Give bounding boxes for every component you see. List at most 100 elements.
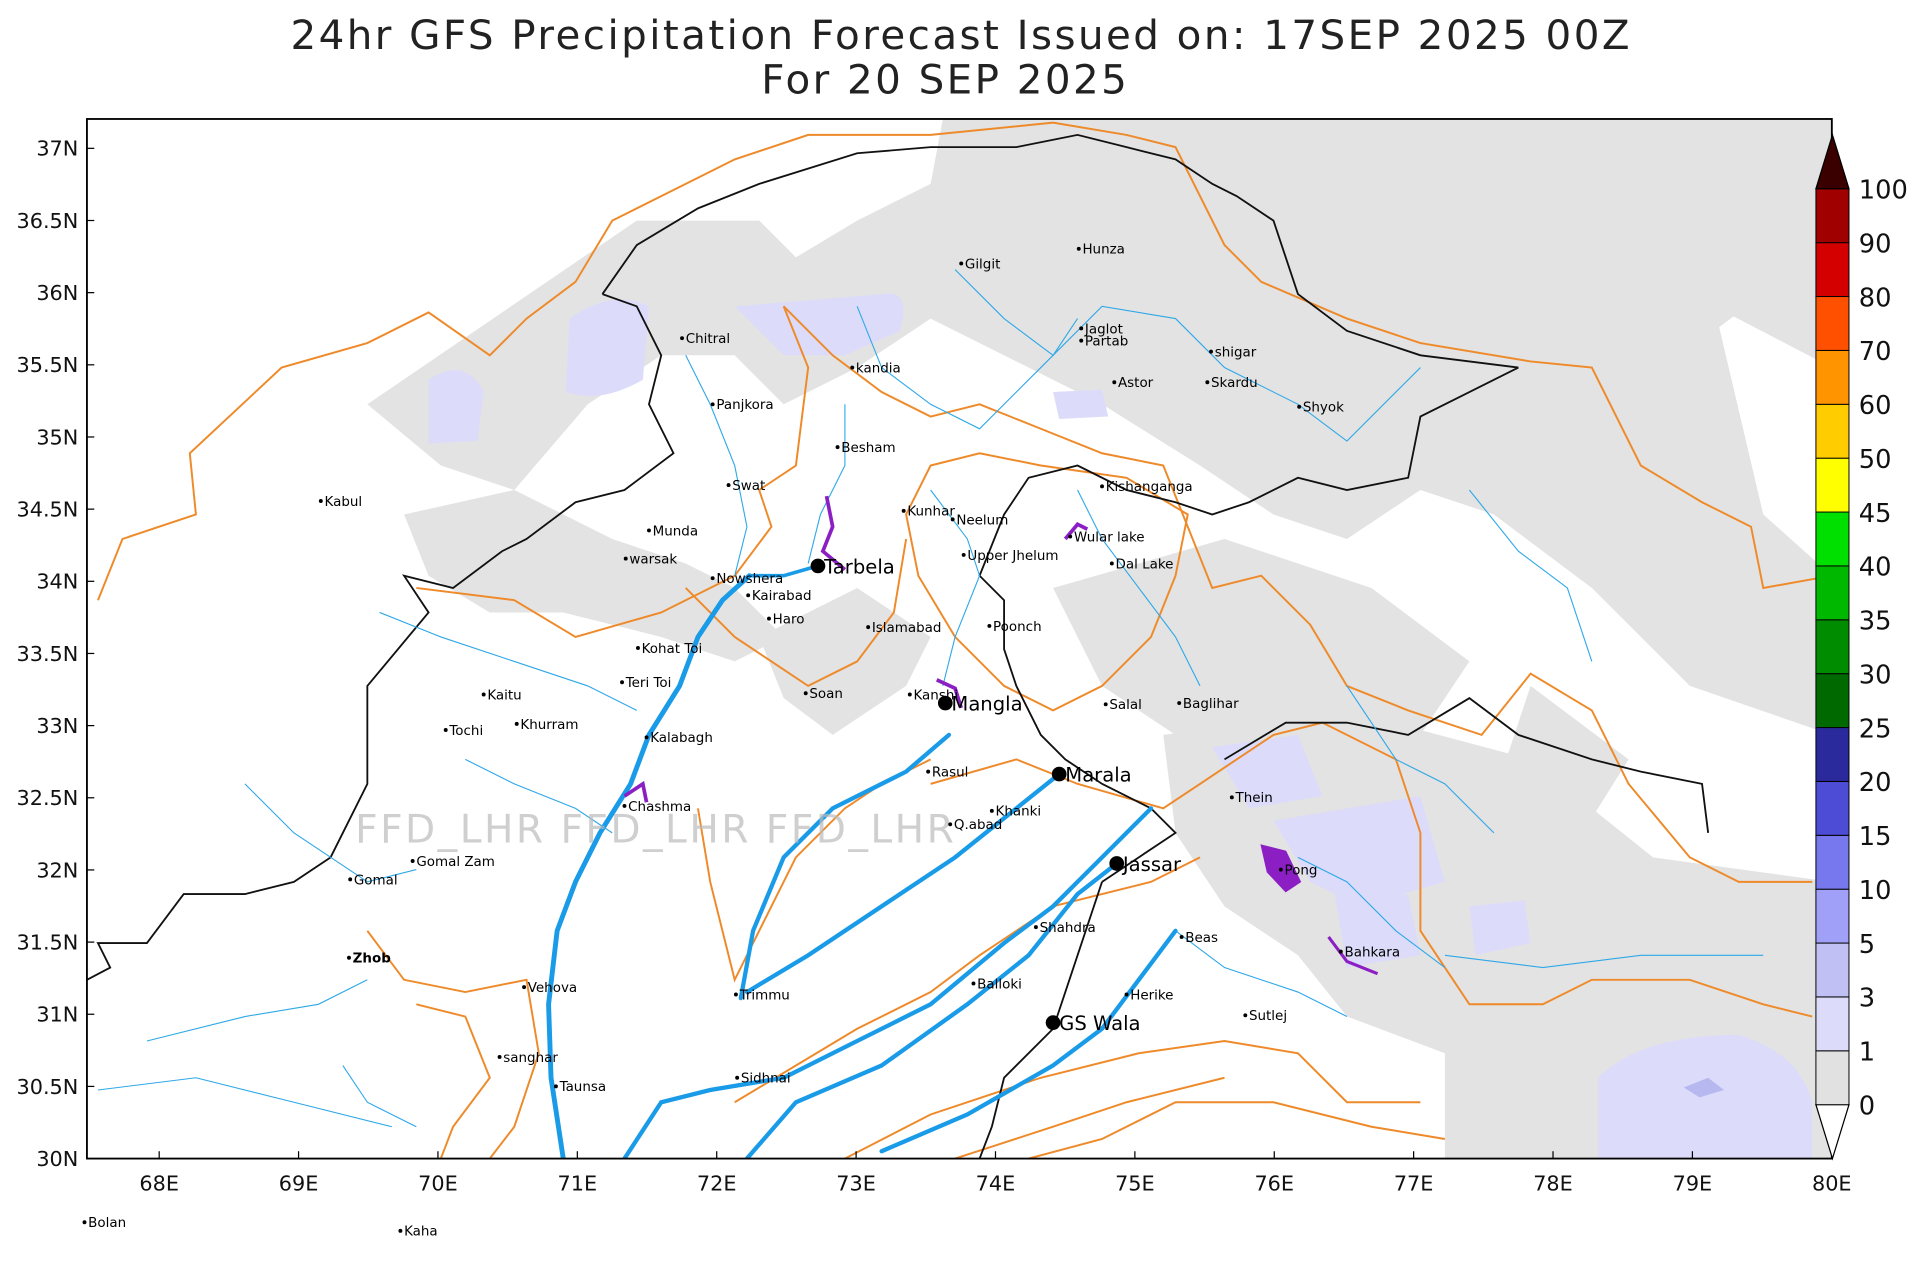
place-dot <box>835 445 840 450</box>
place-label: Trimmu <box>739 988 790 1003</box>
place-label: Kairabad <box>752 589 812 604</box>
place-dot <box>398 1228 403 1233</box>
place-label: Skardu <box>1211 376 1258 391</box>
colorbar-label: 25 <box>1859 714 1892 744</box>
place-dot <box>522 985 527 990</box>
place-dot <box>1068 534 1073 539</box>
place-label: Bahkara <box>1344 946 1400 961</box>
place-label: Pong <box>1284 863 1317 878</box>
lat-label: 34.5N <box>16 497 78 521</box>
place-dot <box>987 623 992 628</box>
lon-label: 77E <box>1394 1171 1434 1195</box>
place-label: Herike <box>1130 988 1173 1003</box>
place-dot <box>926 769 931 774</box>
place-dot <box>622 803 627 808</box>
watermark: FFD_LHR FFD_LHR FFD_LHR <box>355 808 956 853</box>
colorbar-label: 1 <box>1859 1038 1875 1068</box>
colorbar-cell <box>1815 296 1850 351</box>
lon-label: 69E <box>279 1171 319 1195</box>
colorbar-label: 0 <box>1859 1091 1875 1121</box>
zero-precip-area <box>367 118 1832 1159</box>
lon-label: 73E <box>836 1171 876 1195</box>
place-dot <box>710 402 715 407</box>
dam-label: Jassar <box>1121 853 1182 876</box>
place-dot <box>318 499 323 503</box>
place-label: Khurram <box>520 718 578 733</box>
colorbar-label: 70 <box>1859 337 1892 367</box>
place-dot <box>644 735 649 740</box>
place-dot <box>1033 925 1038 930</box>
dam-label: Tarbela <box>823 555 895 578</box>
place-dot <box>726 483 731 488</box>
place-dot <box>961 552 966 557</box>
subtitle: For 20 SEP 2025 <box>761 55 1129 103</box>
colorbar-label: 20 <box>1859 768 1892 798</box>
colorbar-label: 5 <box>1859 930 1875 960</box>
lat-label: 30.5N <box>16 1075 78 1099</box>
colorbar-label: 80 <box>1859 283 1892 313</box>
place-label: Hunza <box>1082 243 1124 258</box>
place-dot <box>959 261 964 266</box>
place-dot <box>481 692 486 697</box>
place-label: Gilgit <box>965 257 1000 272</box>
place-label: Kalabagh <box>650 731 713 746</box>
place-dot <box>746 593 751 598</box>
place-label: Munda <box>653 524 698 539</box>
colorbar-label: 35 <box>1859 607 1892 637</box>
lat-label: 32N <box>36 858 78 882</box>
place-dot <box>907 692 912 697</box>
place-dot <box>623 556 628 561</box>
colorbar-label: 100 <box>1859 176 1908 206</box>
place-dot <box>1112 380 1117 385</box>
place-label: Jaglot <box>1084 322 1123 337</box>
place-label: Nowshera <box>716 572 783 587</box>
title: 24hr GFS Precipitation Forecast Issued o… <box>290 11 1632 59</box>
place-label: Swat <box>732 479 765 494</box>
lat-label: 35.5N <box>16 353 78 377</box>
major-river <box>546 564 1178 1159</box>
colorbar-cell <box>1815 942 1850 998</box>
lat-label: 33N <box>36 714 78 738</box>
place-label: Gomal Zam <box>416 855 495 870</box>
light-precip-area <box>428 293 1813 1159</box>
colorbar-cell <box>1815 403 1850 459</box>
place-dot <box>950 517 955 522</box>
place-label: Neelum <box>956 513 1008 528</box>
place-dot <box>636 646 640 650</box>
place-label: Balloki <box>977 977 1022 992</box>
place-label: Gomal <box>354 873 398 888</box>
colorbar-cell <box>1815 565 1850 621</box>
lat-label: 36N <box>36 281 78 305</box>
place-dot <box>1076 246 1081 251</box>
place-label: Kaitu <box>487 688 521 703</box>
dam-dot <box>810 558 826 574</box>
dam-dot <box>1109 856 1125 871</box>
place-label: Q.abad <box>954 818 1002 833</box>
place-label: Kaha <box>404 1225 438 1240</box>
colorbar-cell <box>1815 996 1850 1052</box>
place-label: Kunhar <box>907 505 955 520</box>
place-label: shigar <box>1215 346 1257 361</box>
place-dot <box>767 616 771 621</box>
colorbar-cell <box>1815 619 1850 675</box>
place-label: sanghar <box>503 1051 558 1066</box>
place-dot <box>710 576 715 581</box>
place-dot <box>866 625 871 630</box>
lat-label: 35N <box>36 425 78 449</box>
place-dot <box>514 721 519 726</box>
place-dot <box>1205 380 1210 385</box>
place-dot <box>497 1054 502 1059</box>
place-dot <box>680 336 685 341</box>
place-dot <box>1338 949 1343 954</box>
place-label: Vehova <box>528 981 577 996</box>
place-dot <box>1278 867 1283 872</box>
dam-dot <box>937 695 953 711</box>
place-dot <box>553 1084 558 1089</box>
lon-label: 74E <box>976 1171 1016 1195</box>
lat-label: 32.5N <box>16 786 78 810</box>
place-label: Teri Toi <box>625 676 672 691</box>
place-label: Soan <box>809 687 843 702</box>
